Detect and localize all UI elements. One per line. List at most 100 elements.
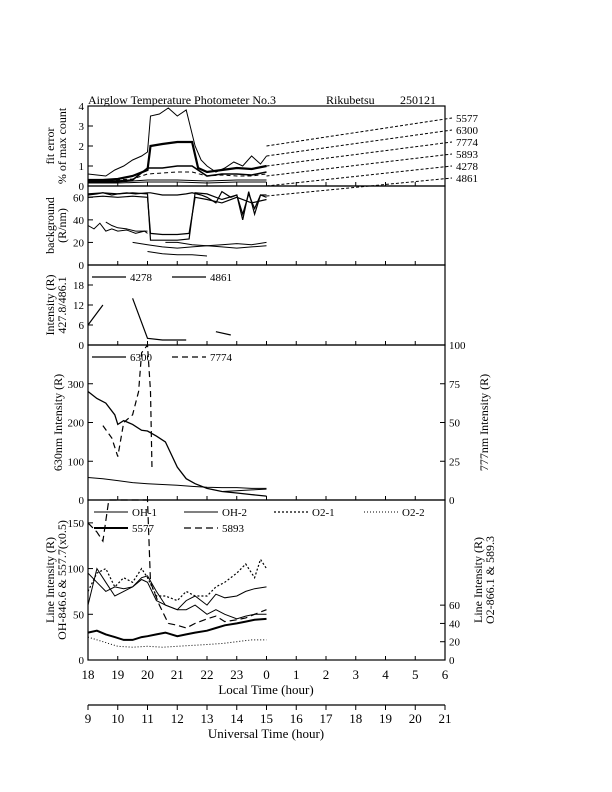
y-right-axis-label: Line Intensity (R)	[471, 537, 485, 623]
local-tick-label: 22	[201, 667, 214, 682]
universal-tick-label: 21	[439, 711, 452, 726]
universal-tick-label: 10	[111, 711, 124, 726]
universal-tick-label: 19	[379, 711, 392, 726]
series-4278	[87, 304, 104, 326]
local-tick-label: 21	[171, 667, 184, 682]
y-right-axis-label: O2-866.1 & 589.3	[483, 536, 497, 624]
y-tick-label: 100	[68, 456, 85, 468]
y-axis-label: % of max count	[55, 107, 69, 184]
y-tick-label: 60	[73, 192, 85, 204]
legend-label: 5893	[222, 523, 245, 535]
y-tick-label: 0	[79, 495, 85, 507]
panel-frame	[87, 344, 446, 501]
y-axis-label: OH-846.6 & 557.7(x0.5)	[55, 520, 69, 640]
universal-tick-label: 18	[349, 711, 362, 726]
series-5893	[87, 171, 267, 182]
legend-label: 4861	[210, 272, 232, 284]
local-tick-label: 23	[230, 667, 243, 682]
legend-right-label: 5893	[456, 149, 479, 161]
local-tick-label: 18	[82, 667, 95, 682]
local-tick-label: 1	[293, 667, 300, 682]
y-axis-label: background	[43, 197, 57, 254]
y-right-tick-label: 40	[449, 618, 461, 630]
y-right-tick-label: 100	[449, 340, 466, 352]
y-tick-label: 50	[73, 609, 85, 621]
panel-frame	[87, 185, 446, 266]
local-tick-label: 0	[263, 667, 270, 682]
legend-label: O2-2	[402, 507, 425, 519]
y-right-tick-label: 0	[449, 655, 455, 667]
y-tick-label: 200	[68, 418, 85, 430]
legend-right-label: 6300	[456, 125, 479, 137]
y-tick-label: 1	[79, 161, 85, 173]
series-bg-3	[87, 195, 267, 236]
chart-station: Rikubetsu	[326, 93, 375, 107]
y-right-tick-label: 20	[449, 637, 461, 649]
series-bg-6	[165, 241, 267, 249]
universal-tick-label: 20	[409, 711, 422, 726]
y-axis-label: Intensity (R)	[43, 275, 57, 336]
chart-title: Airglow Temperature Photometer No.3	[88, 93, 276, 107]
series-bg-7	[132, 241, 267, 249]
y-right-tick-label: 50	[449, 418, 461, 430]
legend-label: OH-2	[222, 507, 247, 519]
series-5577	[87, 107, 267, 177]
legend-label: 4278	[130, 272, 153, 284]
y-tick-label: 2	[79, 141, 85, 153]
series-O2-2	[87, 636, 267, 648]
y-tick-label: 6	[79, 320, 85, 332]
local-tick-label: 4	[382, 667, 389, 682]
y-tick-label: 12	[73, 300, 84, 312]
panel-fit-error: 0 1 2 3 4 fit error% of max count 557763007774…	[43, 101, 479, 197]
series-4278b	[132, 298, 187, 341]
local-tick-label: 19	[111, 667, 124, 682]
legend-leader	[266, 165, 453, 187]
universal-tick-label: 16	[290, 711, 304, 726]
universal-tick-label: 14	[230, 711, 244, 726]
y-tick-label: 0	[79, 181, 85, 193]
y-axis-label: (R/nm)	[55, 208, 69, 243]
y-axis-label: fit error	[43, 128, 57, 165]
series-7774c	[221, 488, 267, 492]
universal-tick-label: 11	[141, 711, 154, 726]
local-tick-label: 3	[353, 667, 360, 682]
legend-right-label: 4278	[456, 161, 479, 173]
panel-background: 0 20 40 60 background(R/nm)	[43, 185, 446, 272]
series-bg-5	[105, 221, 148, 232]
universal-tick-label: 13	[201, 711, 214, 726]
y-tick-label: 18	[73, 280, 85, 292]
y-tick-label: 0	[79, 655, 85, 667]
series-OH-2	[87, 567, 267, 620]
local-tick-label: 5	[412, 667, 419, 682]
y-tick-label: 4	[79, 101, 85, 113]
y-tick-label: 150	[68, 518, 85, 530]
x-axes: 18 19 20 21 22 23 0 1 2 3 4 5 69 10 11 12 13 14 15 16 17 18 19…	[82, 667, 452, 726]
legend-leader	[266, 141, 453, 167]
local-tick-label: 6	[442, 667, 449, 682]
universal-tick-label: 9	[85, 711, 92, 726]
universal-time-label: Universal Time (hour)	[208, 726, 324, 741]
series-7774b	[87, 477, 267, 489]
legend-leader	[266, 117, 453, 147]
universal-tick-label: 15	[260, 711, 273, 726]
series-4861	[215, 331, 231, 336]
series-5893	[87, 499, 267, 629]
y-right-tick-label: 60	[449, 600, 461, 612]
legend-label: O2-1	[312, 507, 335, 519]
legend-label: 5577	[132, 523, 155, 535]
y-tick-label: 300	[68, 379, 85, 391]
legend-label: OH-1	[132, 507, 157, 519]
y-right-tick-label: 75	[449, 379, 461, 391]
legend-label: 7774	[210, 352, 233, 364]
y-tick-label: 3	[79, 121, 85, 133]
chart-date: 250121	[400, 93, 436, 107]
y-tick-label: 0	[79, 260, 85, 272]
y-right-tick-label: 0	[449, 495, 455, 507]
series-7774	[87, 165, 267, 183]
universal-tick-label: 12	[171, 711, 184, 726]
legend-right-label: 4861	[456, 173, 478, 185]
y-axis-label: 427.8/486.1	[55, 276, 69, 333]
